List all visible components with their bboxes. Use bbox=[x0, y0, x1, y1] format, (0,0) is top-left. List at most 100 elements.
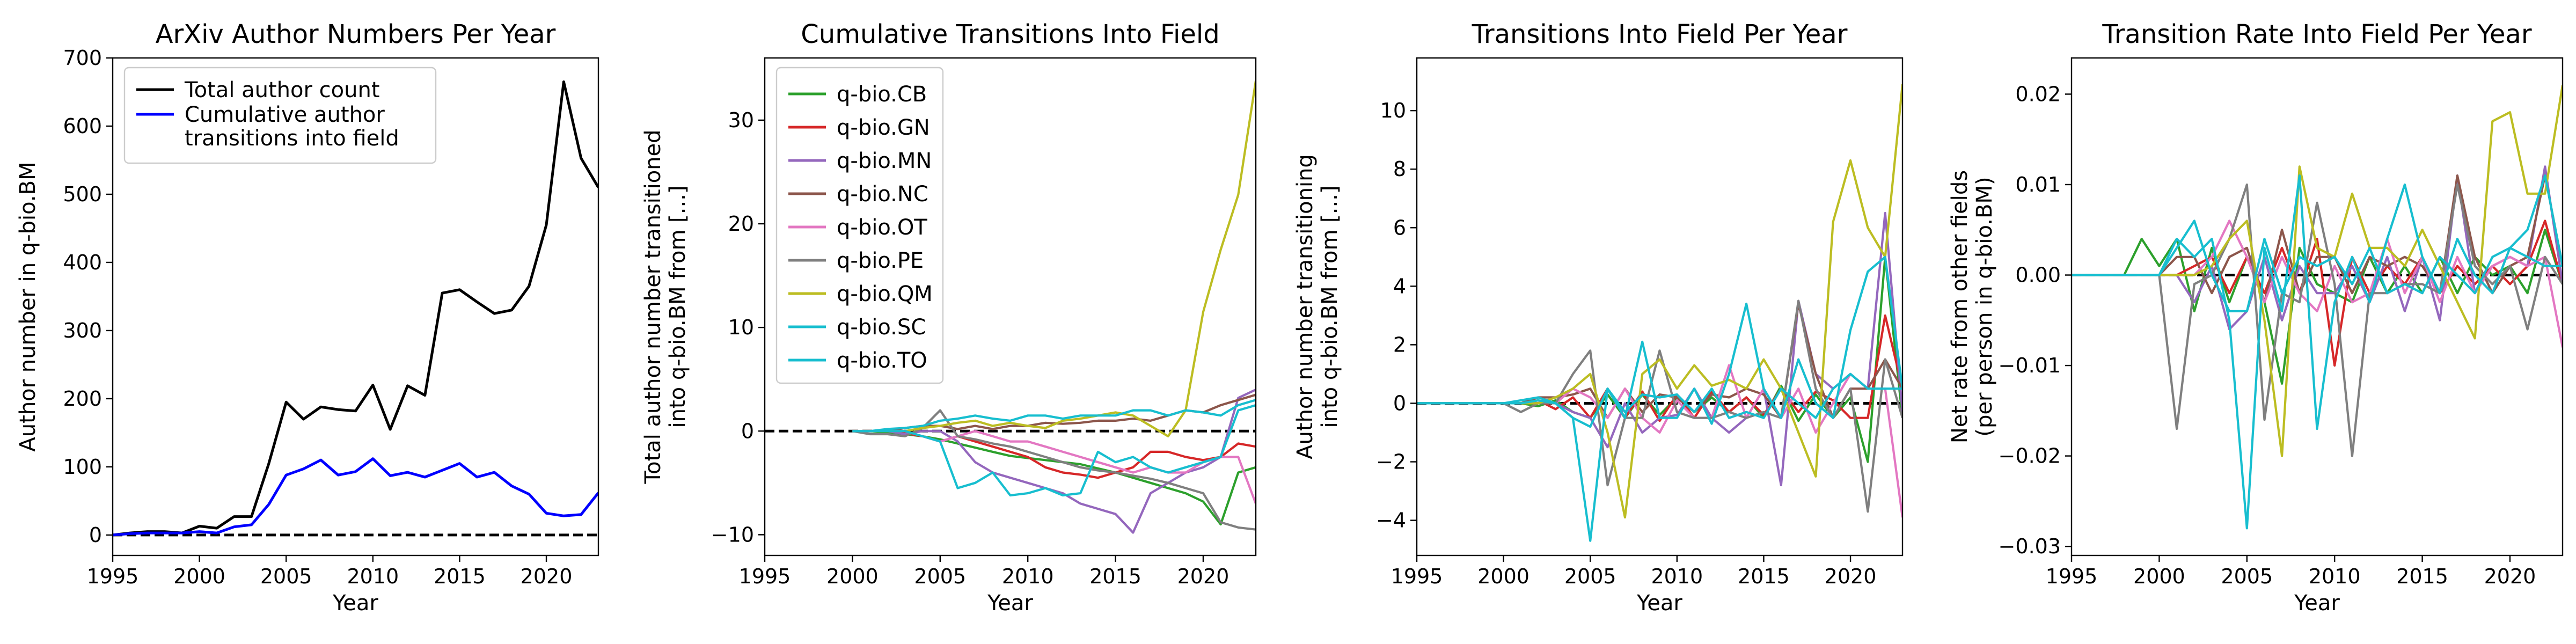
plot-frame bbox=[112, 57, 599, 557]
x-tick-label: 2020 bbox=[521, 565, 573, 588]
series-line-8 bbox=[852, 399, 1256, 433]
x-tick-label: 2010 bbox=[2309, 565, 2361, 588]
y-tick-label: −2 bbox=[1376, 450, 1406, 474]
y-tick-label: 0 bbox=[89, 523, 102, 547]
series-group bbox=[2072, 85, 2563, 530]
series-group bbox=[113, 80, 598, 537]
y-axis-label: Author number in q-bio.BM bbox=[16, 162, 40, 451]
chart-title: ArXiv Author Numbers Per Year bbox=[156, 19, 556, 49]
x-tick-label: 2020 bbox=[1177, 565, 1230, 588]
legend-item: q-bio.CB bbox=[788, 82, 927, 107]
y-tick-label: 30 bbox=[728, 108, 754, 132]
legend-item: q-bio.OT bbox=[788, 215, 927, 240]
y-axis-label: Author number transitioninginto q-bio.BM… bbox=[1293, 154, 1342, 459]
y-tick-label: 200 bbox=[63, 387, 102, 411]
x-tick-label: 2020 bbox=[1825, 565, 1877, 588]
y-tick-label: 600 bbox=[63, 114, 102, 138]
y-tick-label: 0 bbox=[1393, 391, 1406, 415]
legend-label: q-bio.GN bbox=[837, 115, 930, 140]
y-tick-label: 0 bbox=[741, 419, 754, 443]
chart-panel-2: 1995 2000 2005 2010 2015 2020 −10 0 10 20 30 Cumula… bbox=[641, 19, 1257, 616]
y-tick-label: −0.02 bbox=[1999, 444, 2061, 468]
series-line-7 bbox=[852, 80, 1256, 438]
chart-title: Transitions Into Field Per Year bbox=[1472, 19, 1848, 49]
y-tick-label: 2 bbox=[1393, 333, 1406, 356]
plot-frame bbox=[764, 57, 1257, 557]
x-tick-label: 2000 bbox=[2133, 565, 2185, 588]
y-axis-label: Net rate from other fields(per person in… bbox=[1948, 170, 1997, 443]
x-axis-label: Year bbox=[1636, 591, 1682, 616]
x-axis-label: Year bbox=[2294, 591, 2340, 616]
legend-label: q-bio.QM bbox=[837, 282, 933, 306]
legend-item: q-bio.NC bbox=[788, 182, 928, 207]
chart-panel-1: 1995 2000 2005 2010 2015 2020 0 100 200 300 400 500… bbox=[16, 19, 599, 616]
y-tick-label: −0.03 bbox=[1999, 535, 2061, 558]
x-axis-label: Year bbox=[332, 591, 378, 616]
y-tick-label: 300 bbox=[63, 319, 102, 342]
legend-label: q-bio.TO bbox=[837, 348, 927, 373]
y-tick-label: 10 bbox=[728, 316, 754, 339]
x-tick-label: 2010 bbox=[1002, 565, 1054, 588]
x-tick-label: 2010 bbox=[1651, 565, 1703, 588]
legend-item: Total author count bbox=[136, 78, 380, 103]
y-tick-label: 4 bbox=[1393, 274, 1406, 298]
series-line-1 bbox=[113, 80, 598, 537]
x-tick-label: 1995 bbox=[87, 565, 139, 588]
legend-label: q-bio.NC bbox=[837, 182, 928, 207]
legend-label: Cumulative author transitions into field bbox=[185, 103, 399, 151]
x-tick-label: 2010 bbox=[347, 565, 399, 588]
y-tick-label: 10 bbox=[1380, 99, 1406, 122]
x-tick-label: 2015 bbox=[2396, 565, 2448, 588]
series-line-9 bbox=[2072, 174, 2563, 530]
series-line-2 bbox=[113, 457, 598, 537]
y-tick-label: −10 bbox=[711, 523, 754, 546]
x-tick-label: 2000 bbox=[1477, 565, 1529, 588]
y-tick-label: −0.01 bbox=[1999, 354, 2061, 377]
legend-item: q-bio.GN bbox=[788, 115, 930, 140]
y-tick-label: 0.01 bbox=[2015, 173, 2061, 196]
x-tick-label: 2005 bbox=[1564, 565, 1616, 588]
series-line-9 bbox=[852, 404, 1256, 497]
chart-title: Cumulative Transitions Into Field bbox=[801, 19, 1219, 49]
series-line-9 bbox=[1417, 255, 1902, 542]
legend-item: q-bio.QM bbox=[788, 282, 933, 306]
legend-label: q-bio.MN bbox=[837, 149, 932, 173]
x-tick-label: 2015 bbox=[434, 565, 486, 588]
x-tick-label: 1995 bbox=[1391, 565, 1443, 588]
y-tick-label: 500 bbox=[63, 182, 102, 206]
x-tick-label: 1995 bbox=[739, 565, 791, 588]
series-group bbox=[1417, 84, 1902, 542]
chart-panel-3: 1995 2000 2005 2010 2015 2020 −4 −2 0 2 4 6 8 10 Trans… bbox=[1293, 19, 1904, 616]
legend-label: q-bio.CB bbox=[837, 82, 927, 107]
x-tick-label: 2020 bbox=[2484, 565, 2536, 588]
chart-panel-4: 1995 2000 2005 2010 2015 2020 −0.03 −0.02 −0.01 0… bbox=[1948, 19, 2564, 616]
y-tick-label: 100 bbox=[63, 455, 102, 479]
y-tick-label: 400 bbox=[63, 251, 102, 274]
y-tick-label: 700 bbox=[63, 46, 102, 70]
legend-label: Total author count bbox=[184, 78, 380, 103]
x-tick-label: 2000 bbox=[173, 565, 225, 588]
legend-item: q-bio.MN bbox=[788, 149, 932, 173]
x-tick-label: 1995 bbox=[2046, 565, 2098, 588]
plot-frame bbox=[1416, 57, 1904, 557]
x-tick-label: 2005 bbox=[260, 565, 312, 588]
plot-frame bbox=[2070, 57, 2564, 557]
x-tick-label: 2005 bbox=[914, 565, 966, 588]
x-tick-label: 2015 bbox=[1738, 565, 1790, 588]
legend-item: q-bio.SC bbox=[788, 315, 926, 340]
x-tick-label: 2005 bbox=[2221, 565, 2273, 588]
y-tick-label: 8 bbox=[1393, 157, 1406, 181]
legend-label: q-bio.OT bbox=[837, 215, 927, 240]
y-tick-label: 20 bbox=[728, 212, 754, 236]
legend-label: q-bio.SC bbox=[837, 315, 926, 340]
legend-label: q-bio.PE bbox=[837, 248, 924, 273]
legend-box bbox=[775, 67, 944, 384]
x-tick-label: 2000 bbox=[826, 565, 879, 588]
chart-title: Transition Rate Into Field Per Year bbox=[2102, 19, 2531, 49]
x-tick-label: 2015 bbox=[1089, 565, 1141, 588]
y-axis-label: Total author number transitionedinto q-b… bbox=[641, 129, 690, 484]
series-group bbox=[852, 80, 1256, 534]
legend-box bbox=[123, 67, 437, 164]
